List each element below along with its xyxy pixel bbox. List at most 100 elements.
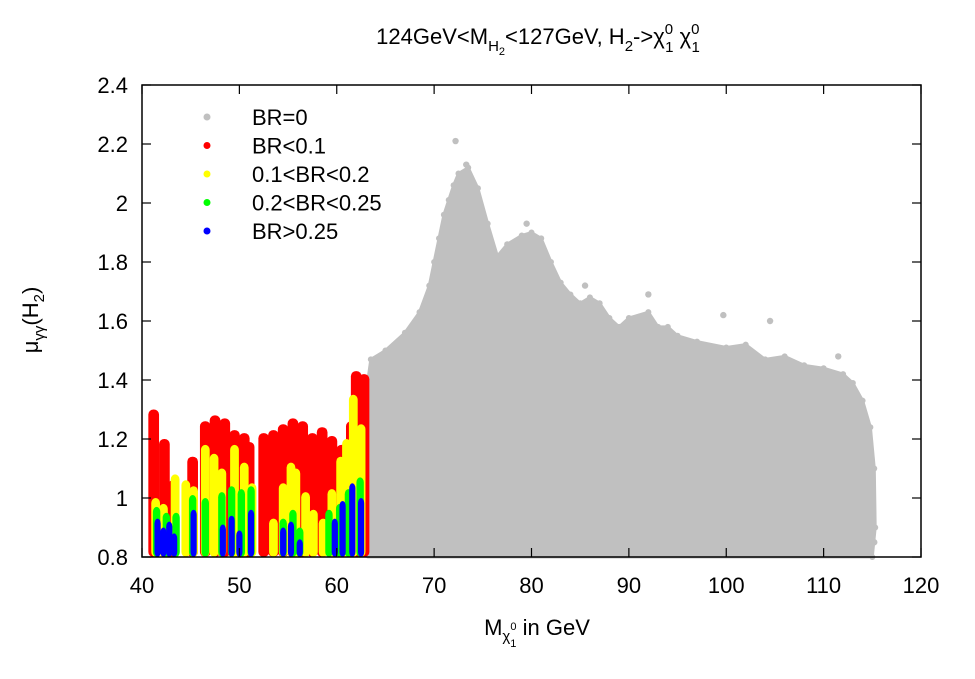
br-gt-0.25-cluster — [339, 500, 346, 557]
x-tick-label: 40 — [130, 573, 154, 598]
x-tick-label: 60 — [325, 573, 349, 598]
legend-marker — [203, 142, 211, 149]
legend-marker — [203, 227, 211, 235]
br0-point — [401, 329, 408, 336]
br0-point — [431, 259, 438, 265]
br-0.1-0.2-cluster — [308, 509, 318, 557]
br-gt-0.25-cluster — [287, 521, 295, 557]
br0-point — [382, 347, 389, 354]
legend-item: BR=0 — [203, 105, 308, 130]
chart-title: 124GeV<MH2<127GeV, H2->χ0 1 χ0 1 — [376, 21, 700, 58]
x-tick-label: 120 — [903, 573, 940, 598]
br0-point — [723, 344, 730, 351]
br0-point — [720, 311, 727, 319]
x-tick-label: 50 — [227, 573, 251, 598]
br-gt-0.25-cluster — [280, 527, 287, 557]
br0-point — [867, 424, 874, 431]
br0-point — [484, 220, 491, 227]
br-gt-0.25-cluster — [296, 539, 303, 557]
br-gt-0.25-cluster — [171, 533, 178, 557]
br0-point — [450, 182, 457, 189]
br0-point — [586, 294, 593, 301]
series-br0 — [366, 137, 879, 560]
br0-point — [452, 137, 459, 145]
br0-point — [616, 323, 623, 330]
y-tick-label: 1.4 — [97, 368, 128, 393]
br-gt-0.25-cluster — [154, 518, 161, 557]
y-tick-label: 0.8 — [97, 545, 128, 570]
br0-point — [872, 524, 879, 531]
br0-point — [455, 170, 462, 177]
br0-point — [781, 353, 788, 360]
br0-point — [445, 197, 452, 204]
legend-marker — [203, 113, 211, 121]
br-gt-0.25-cluster — [247, 509, 255, 557]
br0-point — [474, 185, 481, 192]
legend-label: BR>0.25 — [252, 219, 338, 244]
legend-marker — [203, 199, 211, 206]
br0-point — [416, 309, 423, 316]
br0-point — [694, 338, 701, 345]
y-tick-label: 1.6 — [97, 309, 128, 334]
br-0.2-0.25-cluster — [325, 509, 333, 557]
br0-point — [463, 161, 470, 168]
br-gt-0.25-cluster — [236, 530, 243, 557]
br0-point — [625, 315, 632, 322]
y-tick-label: 1.8 — [97, 250, 128, 275]
br0-point — [871, 465, 878, 472]
br-gt-0.25-cluster — [160, 527, 167, 557]
y-tick-label: 1 — [116, 486, 128, 511]
br0-point — [859, 397, 866, 404]
legend-item: 0.1<BR<0.2 — [203, 162, 369, 187]
br-gt-0.25-cluster — [228, 515, 235, 557]
br0-point — [766, 317, 774, 325]
br-gt-0.25-cluster — [331, 518, 338, 557]
x-tick-label: 90 — [617, 573, 641, 598]
br-0.1-0.2-cluster — [181, 480, 191, 557]
br0-point — [655, 323, 662, 330]
br0-point — [820, 365, 827, 372]
br0-point — [523, 220, 530, 227]
br-gt-0.25-cluster — [166, 521, 173, 557]
legend-label: 0.1<BR<0.2 — [252, 162, 369, 187]
y-tick-label: 1.2 — [97, 427, 128, 452]
br0-point — [674, 332, 681, 339]
br0-region — [366, 166, 877, 559]
br0-point — [494, 253, 501, 260]
br-lt-0.1-cluster — [258, 433, 270, 557]
br0-point — [664, 323, 671, 330]
series-layer — [148, 137, 879, 560]
br0-point — [440, 211, 447, 218]
x-tick-label: 70 — [422, 573, 446, 598]
legend-item: BR<0.1 — [203, 134, 326, 159]
x-axis-label: Mχ10 in GeV — [484, 615, 590, 650]
y-axis-label: μγγ(H2) — [18, 287, 48, 354]
br0-point — [606, 315, 613, 322]
br0-point — [742, 341, 749, 348]
legend: BR=0 BR<0.1 0.1<BR<0.2 0.2<BR<0.25 BR>0.25 — [203, 105, 382, 244]
br0-point — [871, 539, 878, 546]
y-tick-label: 2.2 — [97, 132, 128, 157]
br0-point — [518, 232, 525, 239]
br0-point — [504, 241, 511, 248]
br-gt-0.25-cluster — [349, 483, 356, 557]
legend-marker — [203, 170, 211, 178]
y-tick-label: 2.4 — [97, 73, 128, 98]
br0-point — [840, 371, 847, 378]
br0-point — [801, 362, 808, 369]
x-tick-label: 100 — [708, 573, 745, 598]
legend-label: 0.2<BR<0.25 — [252, 191, 382, 216]
legend-item: 0.2<BR<0.25 — [203, 191, 382, 216]
br0-point — [435, 235, 442, 242]
series-br-gt-0.25 — [154, 483, 365, 557]
br-gt-0.25-cluster — [357, 498, 365, 557]
br0-point — [645, 291, 652, 298]
br0-point — [645, 309, 652, 316]
axis-layer: 40 50 60 70 80 90 100 110 120 0.8 1 1.2 1.4 1.6 1.8 2 2.… — [97, 73, 939, 598]
br0-point — [835, 353, 842, 360]
br0-point — [367, 356, 374, 363]
br-0.1-0.2-cluster — [209, 453, 219, 557]
br-gt-0.25-cluster — [219, 524, 226, 557]
legend-item: BR>0.25 — [203, 219, 338, 244]
